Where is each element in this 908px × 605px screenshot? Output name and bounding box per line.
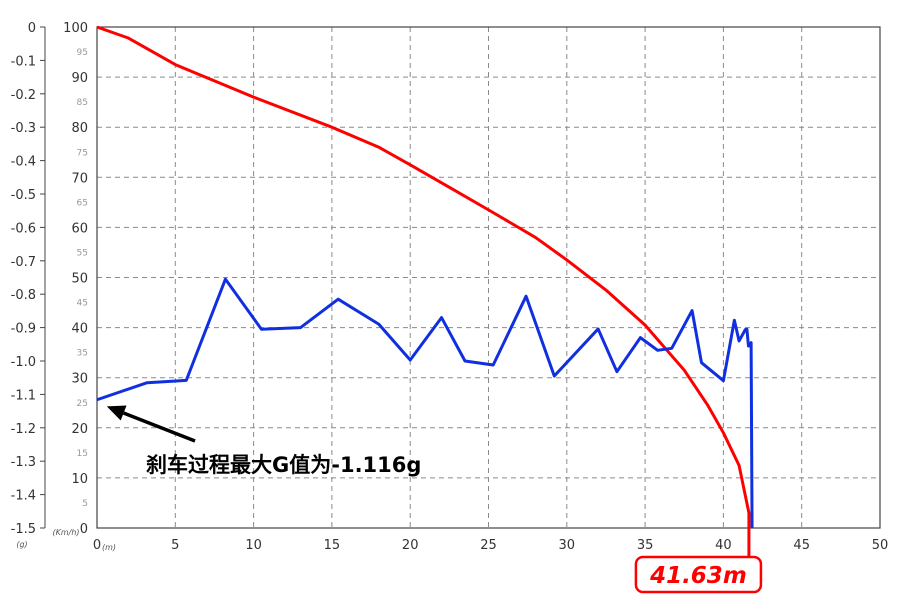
distance-axis-unit: (m) — [102, 543, 116, 552]
grid-lines — [97, 27, 880, 528]
speed-axis-minor-tick-label: 35 — [77, 349, 88, 359]
speed-axis-minor-tick-label: 65 — [77, 198, 88, 208]
speed-axis-minor-tick-label: 45 — [77, 299, 88, 309]
g-axis-tick-label: -1.4 — [11, 489, 36, 504]
speed-axis-tick-label: 40 — [71, 322, 88, 337]
distance-axis-tick-label: 0 — [93, 538, 101, 553]
g-axis-tick-label: -0.7 — [11, 255, 36, 270]
speed-axis-tick-label: 20 — [71, 422, 88, 437]
g-axis-tick-label: -1.2 — [11, 422, 36, 437]
g-axis-tick-label: -0.1 — [11, 54, 36, 69]
distance-axis-tick-label: 25 — [480, 538, 497, 553]
distance-axis-tick-label: 35 — [637, 538, 654, 553]
distance-axis-tick-label: 10 — [245, 538, 262, 553]
annotation-arrow-head — [106, 405, 127, 421]
speed-axis-tick-label: 50 — [71, 272, 88, 287]
speed-axis-minor-tick-label: 5 — [82, 499, 88, 509]
distance-axis-tick-label: 20 — [402, 538, 419, 553]
distance-axis-tick-label: 30 — [559, 538, 576, 553]
speed-axis-minor-tick-label: 75 — [77, 148, 88, 158]
speed-axis-tick-label: 80 — [71, 121, 88, 136]
deceleration-g-curve — [96, 277, 754, 529]
speed-axis-minor-tick-label: 25 — [77, 399, 88, 409]
speed-axis-tick-label: 100 — [63, 21, 88, 36]
g-axis-tick-label: 0 — [28, 21, 36, 36]
speed-axis-unit: (Km/h) — [52, 528, 79, 537]
stop-distance-box — [634, 555, 763, 594]
distance-axis-tick-label: 15 — [324, 538, 341, 553]
max-g-annotation-text: 刹车过程最大G值为-1.116g — [146, 453, 421, 477]
speed-curve — [96, 25, 751, 528]
g-axis-unit: (g) — [16, 540, 27, 549]
speed-axis-tick-label: 10 — [71, 472, 88, 487]
g-axis-tick-label: -0.5 — [11, 188, 36, 203]
distance-axis: 0 5 10 15 20 25 30 35 40 45 50 (m) — [93, 538, 888, 553]
speed-axis-tick-label: 30 — [71, 372, 88, 387]
speed-axis-minor-tick-label: 15 — [77, 449, 88, 459]
speed-axis-tick-label: 0 — [80, 522, 88, 537]
g-axis-tick-label: -0.3 — [11, 121, 36, 136]
g-axis: 0 -0.1 -0.2 -0.3 -0.4 -0.5 -0.6 -0.7 -0.8 -0.9 -1.… — [11, 21, 46, 549]
g-axis-tick-label: -1.1 — [11, 388, 36, 403]
g-axis-tick-label: -1.0 — [11, 355, 36, 370]
distance-axis-tick-label: 45 — [793, 538, 810, 553]
stop-distance-label: 41.63m — [649, 563, 747, 589]
distance-axis-tick-label: 50 — [872, 538, 889, 553]
annotation-arrow-line — [122, 411, 196, 443]
speed-axis-tick-label: 60 — [71, 221, 88, 236]
stop-distance-marker: 41.63m — [634, 528, 763, 594]
distance-axis-tick-label: 40 — [715, 538, 732, 553]
speed-axis-minor-tick-label: 95 — [77, 48, 88, 58]
g-axis-tick-label: -1.5 — [11, 522, 36, 537]
speed-axis: 0 10 20 30 40 50 60 70 80 90 100 5 15 25 35 45 55 65 75 85 9… — [52, 21, 88, 537]
distance-axis-tick-label: 5 — [171, 538, 179, 553]
g-axis-tick-label: -1.3 — [11, 455, 36, 470]
g-axis-tick-label: -0.6 — [11, 221, 36, 236]
speed-axis-tick-label: 90 — [71, 71, 88, 86]
speed-axis-minor-tick-label: 55 — [77, 248, 88, 258]
g-axis-tick-label: -0.9 — [11, 322, 36, 337]
max-g-annotation: 刹车过程最大G值为-1.116g — [106, 405, 421, 477]
g-axis-tick-label: -0.4 — [11, 155, 36, 170]
speed-axis-minor-tick-label: 85 — [77, 98, 88, 108]
g-axis-tick-label: -0.2 — [11, 88, 36, 103]
g-axis-tick-label: -0.8 — [11, 288, 36, 303]
speed-axis-tick-label: 70 — [71, 171, 88, 186]
plot-frame — [96, 26, 881, 529]
